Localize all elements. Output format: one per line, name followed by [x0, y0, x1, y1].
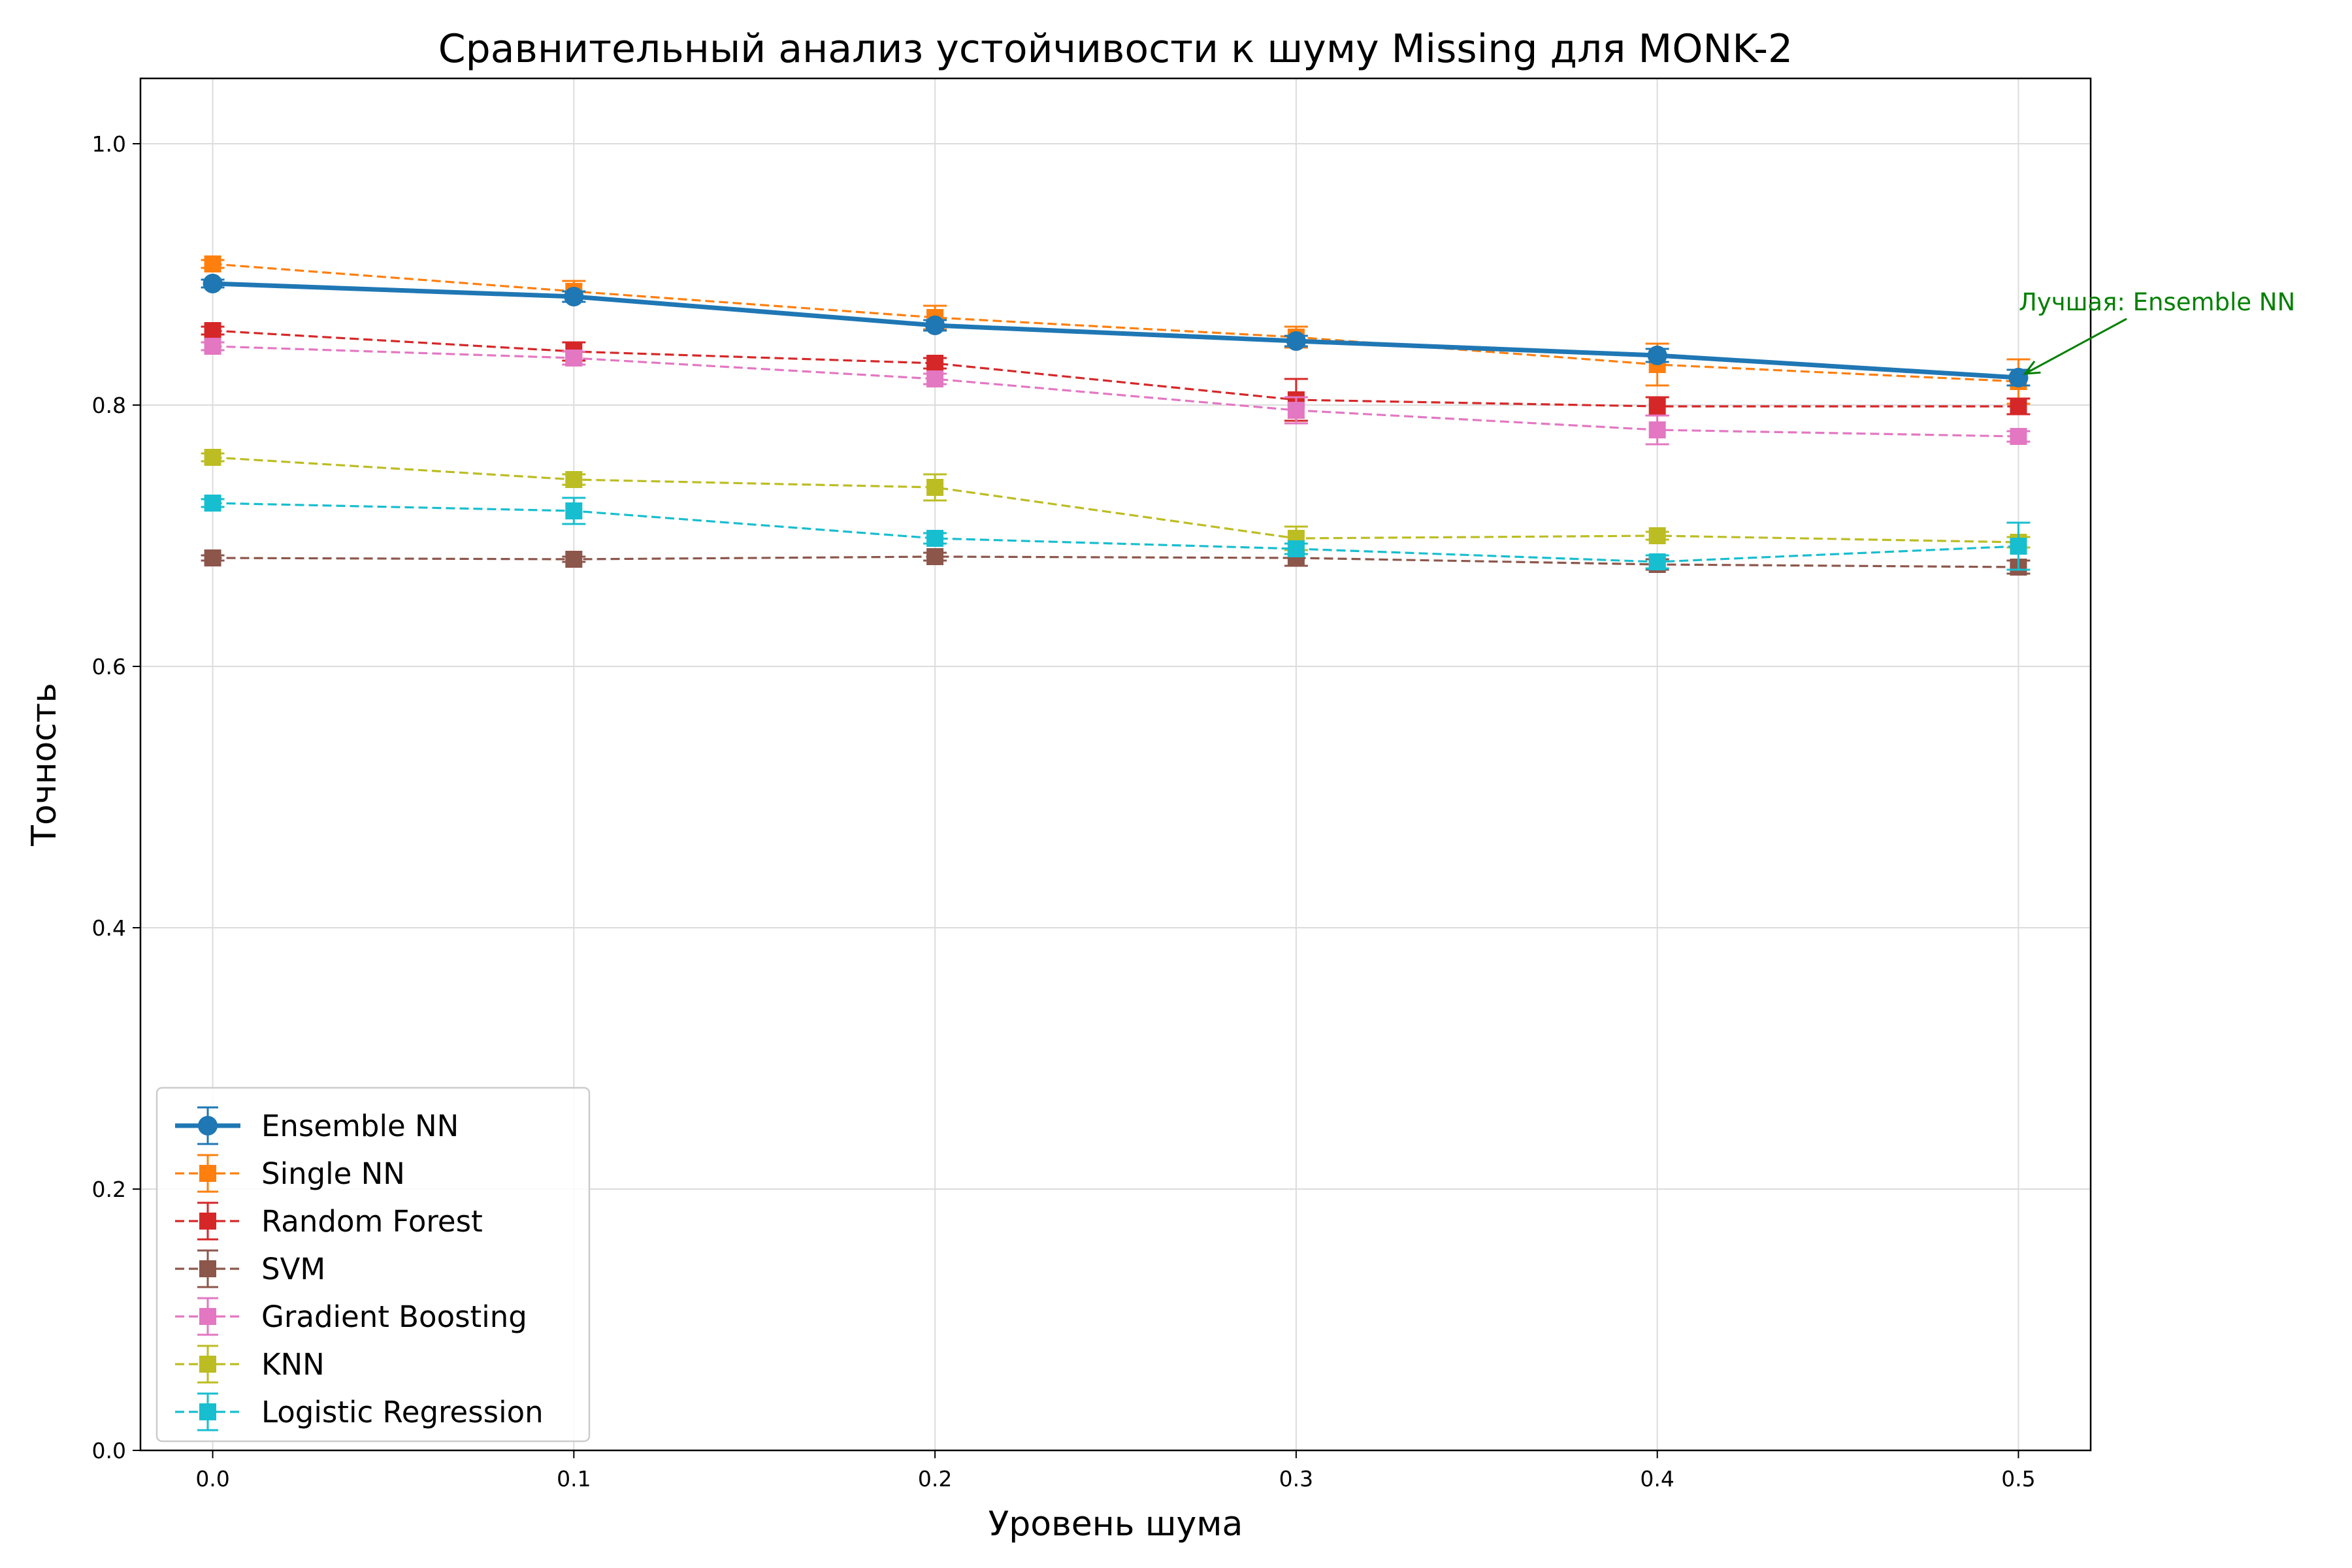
plot-area-frame [139, 77, 2092, 1452]
data-point [565, 471, 583, 488]
data-point [2010, 398, 2027, 415]
legend-label: Ensemble NN [261, 1109, 459, 1143]
data-point [2010, 538, 2027, 555]
data-point [1287, 540, 1305, 557]
data-point [1648, 553, 1666, 570]
data-point [1648, 421, 1666, 438]
legend-label: KNN [261, 1347, 325, 1382]
legend-item-gradient-boosting: Gradient Boosting [175, 1297, 527, 1336]
legend-swatch-marker [199, 1403, 216, 1420]
data-point [1647, 346, 1667, 365]
y-tick-label: 0.4 [92, 915, 126, 941]
y-tick-label: 0.0 [92, 1438, 126, 1463]
data-point [925, 316, 945, 335]
data-point [926, 479, 944, 496]
series-random-forest [201, 322, 2031, 422]
y-axis-label: Точность [25, 683, 64, 847]
legend-label: Gradient Boosting [261, 1299, 527, 1334]
y-tick-label: 1.0 [92, 131, 126, 157]
data-point [2010, 428, 2027, 445]
chart-title: Сравнительный анализ устойчивости к шуму… [438, 26, 1793, 72]
plot-series [201, 255, 2031, 576]
data-point [926, 530, 944, 547]
data-point [204, 549, 221, 566]
data-point [1286, 331, 1306, 351]
data-point [204, 338, 221, 355]
legend-box [155, 1086, 591, 1443]
series-logistic-regression [201, 495, 2031, 571]
x-tick-label: 0.3 [1279, 1466, 1313, 1492]
y-tick-label: 0.8 [92, 393, 126, 418]
x-tick-label: 0.0 [195, 1466, 229, 1492]
data-point [204, 495, 221, 512]
legend-swatch-marker [199, 1308, 216, 1325]
annotation-arrow-head [2023, 361, 2041, 375]
legend-item-single-nn: Single NN [175, 1154, 405, 1193]
legend-label: SVM [261, 1252, 325, 1286]
legend-item-ensemble-nn: Ensemble NN [175, 1106, 459, 1145]
data-point [565, 502, 583, 519]
legend-swatch-marker [199, 1356, 216, 1373]
legend-item-svm: SVM [175, 1249, 325, 1288]
legend-swatch-marker [199, 1165, 216, 1182]
legend-item-knn: KNN [175, 1345, 325, 1384]
data-point [565, 350, 583, 367]
y-tick-label: 0.6 [92, 654, 126, 679]
legend-label: Logistic Regression [261, 1395, 544, 1429]
x-axis-label: Уровень шума [988, 1505, 1243, 1544]
y-tick-label: 0.2 [92, 1177, 126, 1202]
legend: Ensemble NN Single NN Random Forest SVM Grad… [155, 1086, 591, 1443]
series-line-ensemble-nn [212, 281, 2019, 380]
data-point [2008, 368, 2029, 387]
data-point [204, 322, 221, 339]
axis-ticks: 0.0 0.1 0.2 0.3 0.4 0.5 0.0 0.2 0.4 0.6 0.8 1.0 [92, 131, 2036, 1492]
legend-item-logistic-regression: Logistic Regression [175, 1392, 544, 1431]
data-point [1648, 398, 1666, 415]
legend-label: Single NN [261, 1156, 405, 1191]
legend-swatch-marker [198, 1116, 218, 1135]
data-point [203, 274, 223, 293]
series-svm [201, 548, 2031, 576]
series-gradient-boosting [201, 338, 2031, 446]
data-point [565, 551, 583, 568]
annotation: Лучшая: Ensemble NN [2019, 288, 2295, 375]
data-point [926, 355, 944, 372]
x-tick-label: 0.5 [2001, 1466, 2035, 1492]
best-model-annotation: Лучшая: Ensemble NN [2019, 288, 2295, 316]
legend-swatch-marker [199, 1260, 216, 1277]
data-point [204, 255, 221, 272]
data-point [564, 287, 584, 306]
x-tick-label: 0.1 [557, 1466, 591, 1492]
x-tick-label: 0.2 [918, 1466, 952, 1492]
data-point [204, 449, 221, 466]
x-tick-label: 0.4 [1640, 1466, 1674, 1492]
data-point [926, 548, 944, 565]
annotation-arrow [2024, 318, 2127, 375]
series-ensemble-nn [201, 274, 2031, 387]
legend-item-random-forest: Random Forest [175, 1201, 483, 1241]
data-point [1648, 527, 1666, 544]
data-point [1287, 402, 1305, 419]
legend-swatch-marker [199, 1213, 216, 1230]
data-point [926, 370, 944, 387]
legend-label: Random Forest [261, 1204, 483, 1239]
